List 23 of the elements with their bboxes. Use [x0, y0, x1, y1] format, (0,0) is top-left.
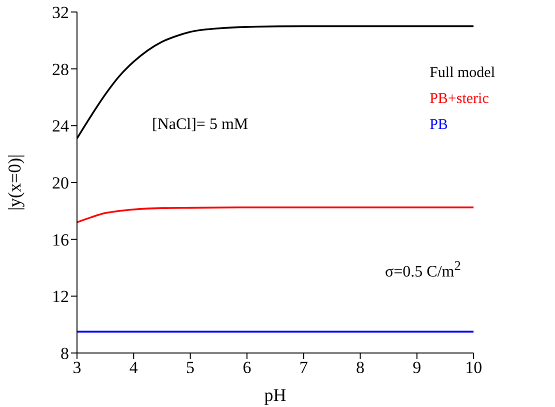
y-tick-label: 20 [52, 174, 69, 193]
annotation: σ=0.5 C/m$^{2}$ [385, 258, 461, 282]
line-series [77, 206, 474, 224]
y-tick-label: 28 [52, 60, 69, 79]
x-tick-label: 5 [186, 358, 195, 378]
x-axis-title: pH [264, 385, 286, 405]
text: Full model [430, 64, 495, 83]
text: PB+steric [430, 90, 490, 109]
x-tick-label: 6 [242, 358, 252, 378]
x-tick-label: 10 [465, 358, 482, 378]
y-axis-title: |y(x=0)| [4, 154, 24, 211]
y-tick-label: 32 [52, 3, 69, 22]
y-tick-label: 24 [52, 116, 70, 136]
x-tick-label: 9 [412, 358, 422, 378]
x-tick-label: 7 [299, 358, 308, 378]
x-tick-label: 3 [72, 358, 82, 378]
x-tick-label: 4 [129, 358, 138, 378]
text: PB [430, 116, 449, 135]
x-tick-label: 8 [356, 358, 365, 378]
y-tick-label: 8 [60, 344, 69, 364]
y-tick-label: 16 [52, 230, 69, 250]
y-tick-label: 12 [52, 287, 69, 306]
annotation: [NaCl]= 5 mM [152, 116, 248, 134]
